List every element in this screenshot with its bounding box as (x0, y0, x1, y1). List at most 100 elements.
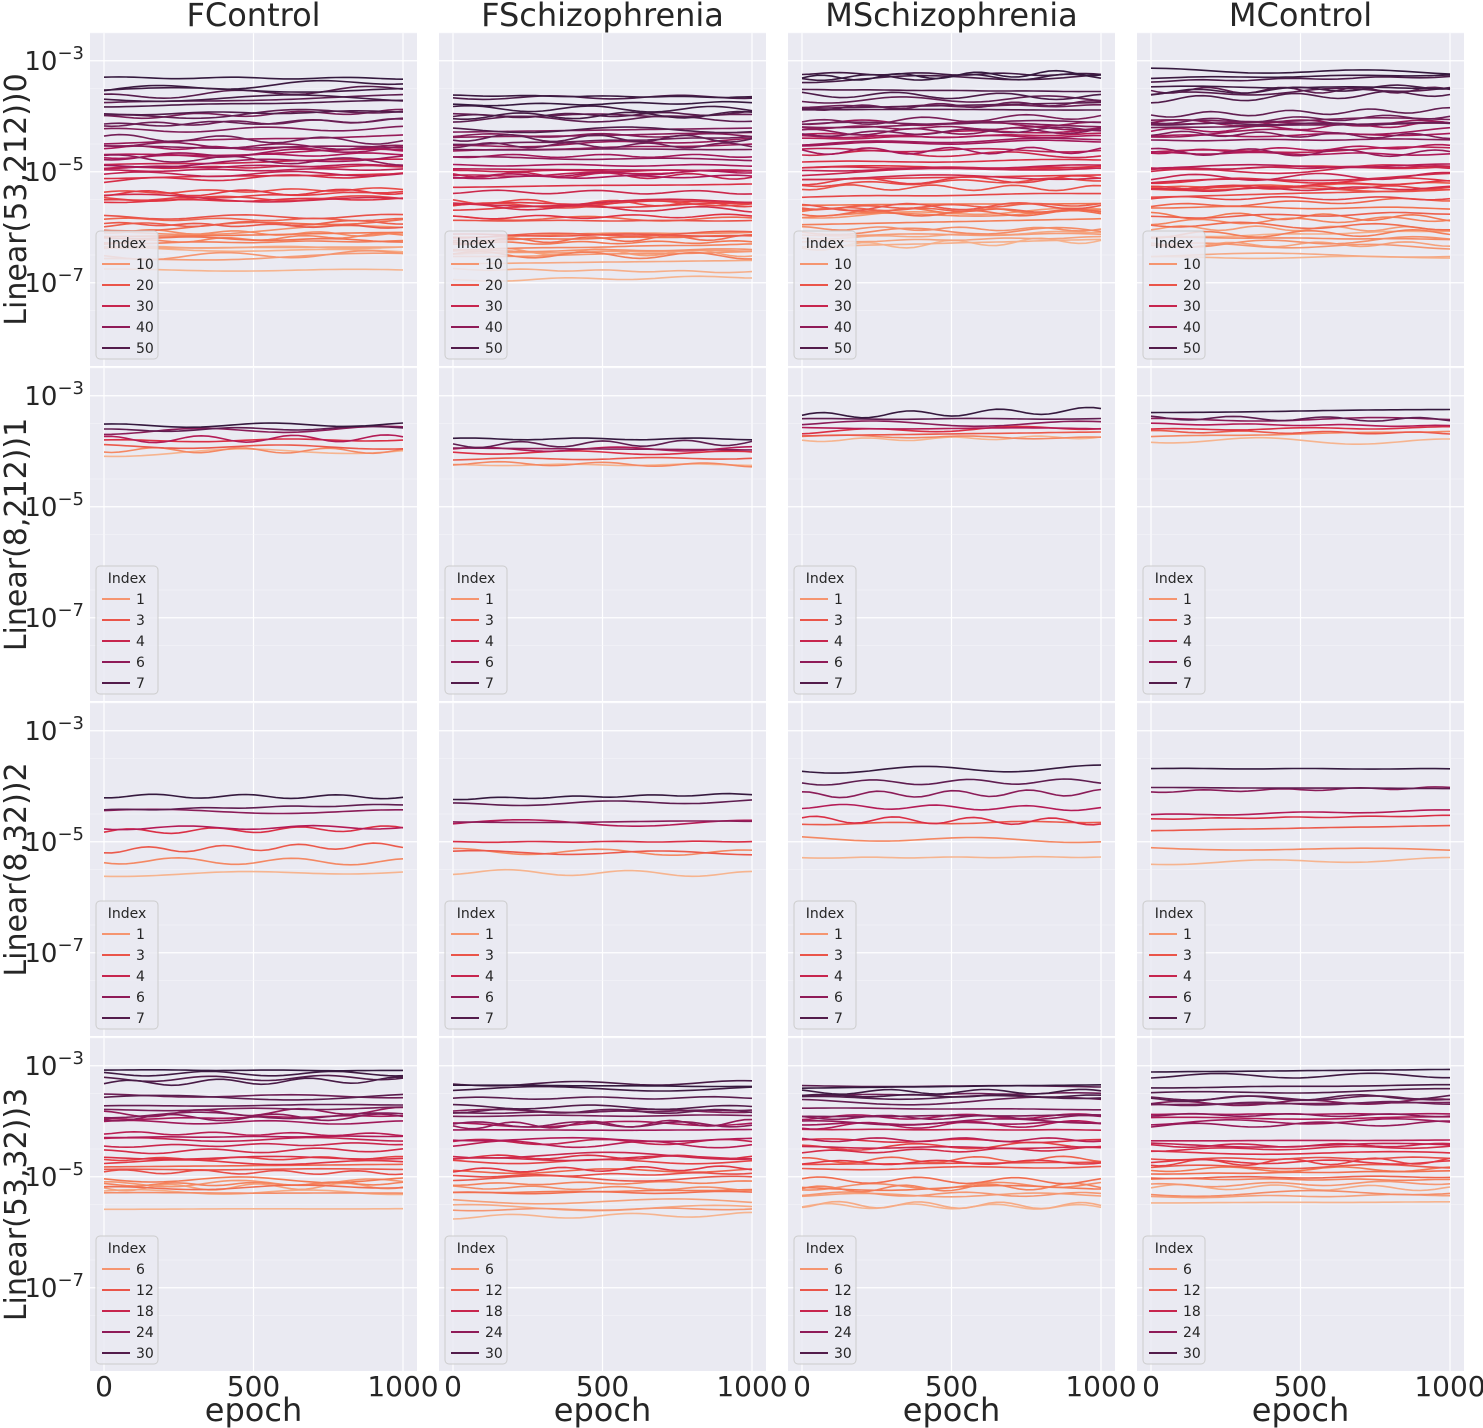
legend-label-1-1-0: 1 (485, 592, 494, 608)
series-line-1-1-7 (452, 439, 753, 449)
legend-label-0-0-3: 40 (136, 320, 154, 336)
series-line-1-3-7 (1150, 415, 1451, 422)
series-line-0-3-52 (1150, 74, 1451, 80)
row-label-3: Linear(53,32))3 (0, 1088, 34, 1321)
series-line-0-1-53 (452, 100, 753, 107)
series-line-0-3-44 (1150, 121, 1451, 126)
legend-label-3-3-2: 18 (1183, 1304, 1201, 1320)
series-line-3-3-22 (1150, 1120, 1450, 1128)
series-line-3-1-29 (452, 1103, 753, 1111)
series-line-0-1-21 (452, 200, 753, 206)
legend-label-2-1-4: 7 (485, 1011, 494, 1027)
column-title-1: FSchizophrenia (481, 0, 724, 34)
series-line-3-1-8 (452, 1190, 753, 1195)
series-line-2-3-4 (1150, 814, 1450, 821)
legend-label-1-1-2: 4 (485, 634, 494, 650)
legend-title-0-2: Index (806, 236, 845, 252)
series-line-0-1-34 (452, 153, 753, 159)
series-line-0-1-48 (452, 126, 753, 134)
series-line-2-2-7 (801, 778, 1102, 786)
series-line-0-1-42 (452, 141, 753, 149)
series-line-0-0-36 (103, 134, 404, 145)
x-tick-label-3-1: 500 (1274, 1370, 1327, 1403)
legend-label-3-2-0: 6 (834, 1262, 843, 1278)
series-line-0-3-12 (1150, 205, 1451, 210)
legend-title-2-2: Index (806, 906, 845, 922)
series-line-3-1-23 (452, 1120, 753, 1128)
series-line-3-2-25 (802, 1107, 1101, 1111)
y-tick-label-2-0: 10−3 (24, 713, 84, 747)
series-line-3-2-3 (801, 1192, 1102, 1198)
series-line-2-1-4 (452, 840, 753, 844)
series-line-2-3-5 (1150, 809, 1450, 816)
series-line-0-3-51 (1150, 85, 1451, 90)
series-line-0-1-39 (452, 132, 753, 138)
series-line-0-1-49 (452, 94, 753, 101)
series-line-1-3-3 (1150, 429, 1451, 435)
series-line-0-3-25 (1150, 172, 1451, 184)
series-line-0-1-26 (452, 189, 753, 195)
legend-label-2-2-0: 1 (834, 927, 843, 943)
legend-label-3-1-4: 30 (485, 1346, 503, 1362)
series-line-0-3-31 (1150, 143, 1451, 155)
series-line-3-0-24 (103, 1111, 404, 1120)
series-line-3-0-11 (103, 1169, 404, 1176)
series-line-0-0-37 (103, 153, 404, 166)
column-title-3: MControl (1229, 0, 1372, 34)
series-line-3-1-5 (452, 1185, 752, 1191)
x-tick-label-0-1: 500 (227, 1370, 280, 1403)
series-line-0-3-35 (1150, 126, 1451, 138)
y-tick-label-3-0: 10−3 (24, 1048, 84, 1082)
series-line-0-0-15 (103, 219, 404, 228)
series-line-0-0-52 (103, 79, 404, 92)
series-line-0-3-53 (1150, 67, 1451, 75)
legend-label-1-3-3: 6 (1183, 655, 1192, 671)
legend-label-0-2-4: 50 (834, 341, 852, 357)
series-line-3-3-31 (1150, 1072, 1450, 1079)
series-line-3-0-7 (103, 1176, 404, 1184)
series-line-3-2-10 (801, 1165, 1102, 1171)
y-tick-label-0-1: 10−5 (24, 154, 84, 188)
series-line-2-3-3 (1150, 824, 1451, 832)
series-line-3-1-1 (452, 1211, 753, 1220)
legend-label-3-3-0: 6 (1183, 1262, 1192, 1278)
series-line-0-3-36 (1150, 147, 1451, 158)
series-line-3-0-31 (103, 1070, 404, 1077)
legend-label-2-1-2: 4 (485, 969, 494, 985)
series-line-1-1-1 (452, 463, 753, 467)
y-tick-label-2-1: 10−5 (24, 824, 84, 858)
series-line-3-3-6 (1150, 1177, 1450, 1182)
series-line-1-1-6 (452, 447, 752, 451)
legend-label-3-2-2: 18 (834, 1304, 852, 1320)
series-line-0-0-41 (103, 108, 404, 120)
series-line-3-0-5 (103, 1191, 404, 1194)
series-line-0-2-33 (801, 146, 1102, 155)
legend-title-1-2: Index (806, 571, 845, 587)
legend-label-1-1-4: 7 (485, 676, 494, 692)
legend-title-3-0: Index (108, 1241, 147, 1257)
series-line-3-1-27 (452, 1108, 753, 1114)
series-line-2-2-2 (801, 836, 1102, 844)
series-line-0-2-25 (801, 174, 1102, 181)
series-line-2-0-2 (103, 856, 404, 866)
series-line-3-3-29 (1150, 1087, 1450, 1094)
series-line-0-3-15 (1150, 211, 1451, 219)
legend-label-0-0-0: 10 (136, 257, 154, 273)
y-tick-label-2-2: 10−7 (24, 935, 84, 969)
series-line-3-2-18 (801, 1137, 1102, 1143)
series-line-0-2-29 (801, 147, 1102, 153)
series-line-3-2-31 (801, 1088, 1102, 1096)
legend-label-0-3-2: 30 (1183, 299, 1201, 315)
series-line-0-2-16 (801, 201, 1102, 212)
series-line-3-3-23 (1150, 1112, 1451, 1118)
series-line-3-0-13 (103, 1158, 404, 1166)
series-line-1-3-8 (1150, 408, 1451, 414)
legend-title-3-2: Index (806, 1241, 845, 1257)
series-line-0-1-37 (452, 155, 753, 162)
legend-label-1-2-3: 6 (834, 655, 843, 671)
legend-label-2-0-0: 1 (136, 927, 145, 943)
series-line-0-1-51 (452, 104, 753, 113)
series-line-2-2-6 (801, 788, 1102, 799)
legend-label-1-1-3: 6 (485, 655, 494, 671)
